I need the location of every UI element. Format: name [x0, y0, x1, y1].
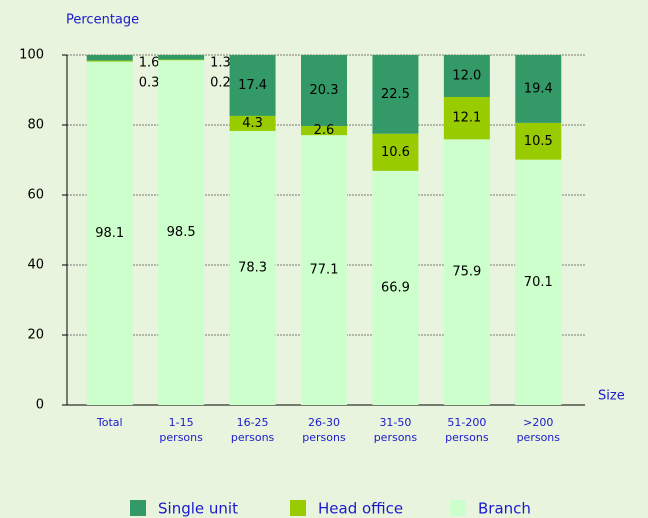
x-tick-label: 51-200 persons — [445, 416, 489, 444]
data-label: 10.5 — [524, 134, 553, 149]
y-tick-label: 100 — [19, 48, 44, 63]
bar-segment — [86, 55, 133, 61]
x-tick-label-line: persons — [159, 431, 203, 444]
y-tick-label: 20 — [27, 328, 44, 343]
data-label: 17.4 — [238, 78, 267, 93]
legend-label: Head office — [318, 500, 403, 518]
x-tick-label: 26-30 persons — [302, 416, 346, 444]
bar-segment — [515, 122, 562, 160]
bar-segment — [443, 97, 490, 140]
data-label: 1.3 — [210, 56, 231, 71]
x-tick-label: 16-25 persons — [231, 416, 275, 444]
x-tick-label: 31-50 persons — [374, 416, 418, 444]
data-label: 66.9 — [381, 280, 410, 295]
x-tick-label-line: 16-25 — [237, 416, 269, 429]
y-tick-label: 80 — [27, 118, 44, 133]
data-label: 70.1 — [524, 275, 553, 290]
bar-segment — [443, 139, 490, 405]
data-label: 19.4 — [524, 81, 553, 96]
y-tick-label: 60 — [27, 188, 44, 203]
data-label: 78.3 — [238, 260, 267, 275]
data-label: 98.5 — [167, 225, 196, 240]
x-tick-label-line: persons — [445, 431, 489, 444]
bar-segment — [158, 55, 205, 60]
legend-label: Branch — [478, 500, 531, 518]
bar-segment — [86, 61, 133, 406]
data-label: 1.6 — [139, 56, 160, 71]
bar-segment — [515, 159, 562, 405]
bar-segment — [301, 135, 347, 405]
legend-label: Single unit — [158, 500, 238, 518]
bar-segment — [158, 60, 205, 405]
x-tick-label-line: 26-30 — [308, 416, 340, 429]
bar-segment — [158, 59, 205, 61]
bar-segment — [86, 60, 133, 62]
x-tick-label-line: 1-15 — [169, 416, 194, 429]
x-tick-label-line: persons — [374, 431, 418, 444]
legend-swatch — [290, 500, 306, 516]
y-tick-label: 0 — [36, 398, 44, 413]
data-label: 0.3 — [139, 76, 160, 91]
data-label: 4.3 — [242, 116, 263, 131]
y-axis-label: Percentage — [66, 13, 139, 28]
bar-segment — [372, 170, 419, 405]
x-tick-label-line: 31-50 — [379, 416, 411, 429]
x-tick-label-line: >200 — [523, 416, 553, 429]
x-tick-label-line: 51-200 — [447, 416, 486, 429]
data-label: 10.6 — [381, 145, 410, 160]
y-tick-label: 40 — [27, 258, 44, 273]
x-tick-label-line: persons — [302, 431, 346, 444]
data-label: 2.6 — [314, 123, 335, 138]
data-label: 77.1 — [310, 263, 339, 278]
bar-segment — [301, 126, 347, 136]
data-label: 22.5 — [381, 87, 410, 102]
x-tick-label-line: persons — [231, 431, 275, 444]
bar-segment — [229, 130, 276, 405]
bar-segment — [301, 55, 347, 127]
data-label: 12.0 — [452, 69, 481, 84]
data-label: 75.9 — [452, 265, 481, 280]
bar-segment — [372, 55, 419, 134]
data-label: 0.2 — [210, 76, 231, 91]
bar-segment — [372, 133, 419, 171]
bar-segment — [229, 115, 276, 131]
x-tick-label: >200 persons — [517, 416, 561, 444]
legend-swatch — [450, 500, 466, 516]
x-axis-label: Size — [598, 389, 625, 404]
bar-segment — [443, 55, 490, 97]
legend-swatch — [130, 500, 146, 516]
x-tick-label: Total — [96, 416, 123, 429]
data-label: 20.3 — [310, 83, 339, 98]
x-tick-label-line: persons — [517, 431, 561, 444]
x-tick-label-line: Total — [96, 416, 123, 429]
x-tick-label: 1-15 persons — [159, 416, 203, 444]
bar-segment — [229, 55, 276, 116]
data-label: 98.1 — [95, 226, 124, 241]
data-label: 12.1 — [452, 111, 481, 126]
bar-segment — [515, 55, 562, 123]
